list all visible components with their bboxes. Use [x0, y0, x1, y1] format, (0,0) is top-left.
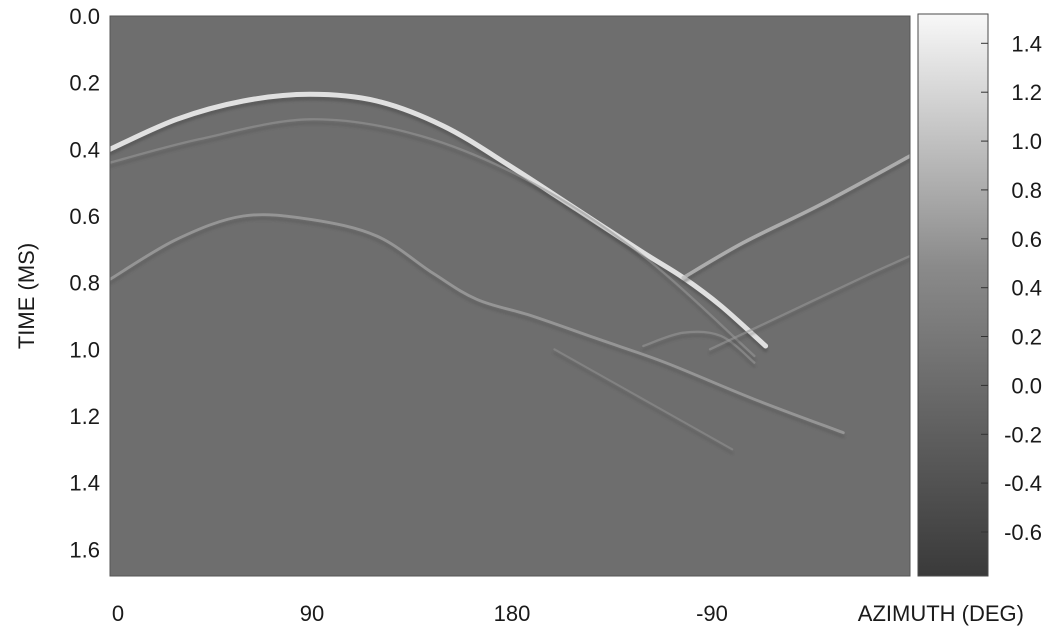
- y-tick-label: 1.4: [69, 471, 100, 496]
- reflection-trough-6: [708, 258, 910, 355]
- y-tick-label: 1.6: [69, 537, 100, 562]
- y-tick-label: 0.0: [69, 4, 100, 29]
- colorbar-tick-label: 0.0: [1011, 373, 1042, 398]
- reflection-trough-3: [110, 121, 756, 362]
- colorbar-tick-label: 0.6: [1011, 227, 1042, 252]
- reflection-events: [110, 91, 910, 455]
- plot-frame: [109, 15, 911, 577]
- colorbar-tick-label: -0.6: [1004, 520, 1042, 545]
- colorbar-tick-label: 1.4: [1011, 31, 1042, 56]
- x-tick-label: 0: [112, 601, 124, 626]
- y-axis-label: TIME (MS): [14, 243, 39, 349]
- x-axis-ticks: 0 90 180 -90: [112, 601, 728, 626]
- reflection-trough-4: [110, 217, 845, 439]
- plot-area: [109, 15, 911, 577]
- y-tick-label: 1.2: [69, 404, 100, 429]
- reflection-event-5: [642, 330, 756, 364]
- reflection-event-6: [708, 254, 910, 351]
- reflection-event-3: [110, 118, 756, 358]
- colorbar-tick-label: 0.4: [1011, 276, 1042, 301]
- colorbar-tick-label: 1.0: [1011, 129, 1042, 154]
- colorbar-tick-label: 0.8: [1011, 178, 1042, 203]
- y-tick-label: 0.6: [69, 204, 100, 229]
- reflection-trough-5: [642, 334, 756, 368]
- y-axis-ticks: 0.0 0.2 0.4 0.6 0.8 1.0 1.2 1.4 1.6: [69, 4, 100, 562]
- x-tick-label: 180: [494, 601, 531, 626]
- y-tick-label: 0.2: [69, 71, 100, 96]
- colorbar-ticks: 1.4 1.2 1.0 0.8 0.6 0.4 0.2 0.0 -0.2 -0.4 -0.6: [981, 31, 1042, 545]
- y-tick-label: 0.4: [69, 137, 100, 162]
- y-tick-label: 0.8: [69, 271, 100, 296]
- colorbar-tick-label: 0.2: [1011, 325, 1042, 350]
- y-tick-label: 1.0: [69, 337, 100, 362]
- x-axis-label: AZIMUTH (DEG): [858, 601, 1024, 626]
- x-tick-label: 90: [300, 601, 324, 626]
- plot-background: [110, 16, 910, 576]
- colorbar-tick-label: 1.2: [1011, 80, 1042, 105]
- reflection-trough-7: [553, 352, 734, 455]
- colorbar: 1.4 1.2 1.0 0.8 0.6 0.4 0.2 0.0 -0.2 -0.4 -0.6: [917, 13, 1042, 577]
- colorbar-gradient: [917, 13, 989, 577]
- colorbar-tick-label: -0.4: [1004, 471, 1042, 496]
- x-tick-label: -90: [696, 601, 728, 626]
- reflection-event-4: [110, 213, 845, 435]
- reflection-event-7: [553, 348, 734, 451]
- reflection-event-2: [681, 154, 910, 280]
- colorbar-tick-label: -0.2: [1004, 422, 1042, 447]
- reflection-trough-2: [681, 158, 910, 284]
